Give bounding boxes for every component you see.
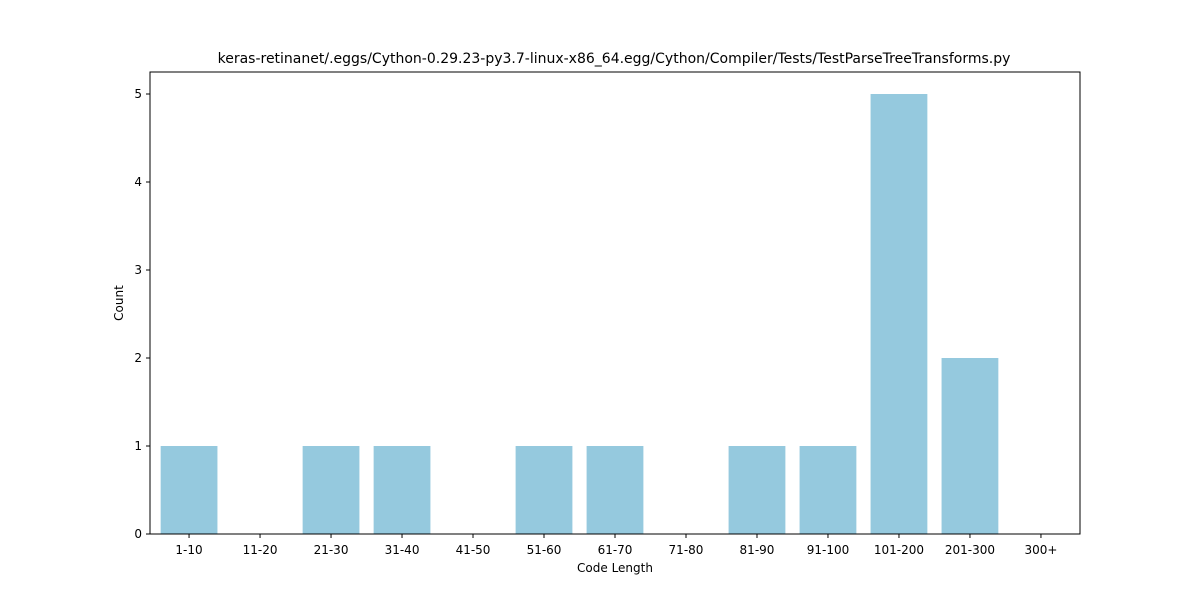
- y-tick-label: 4: [134, 175, 142, 189]
- x-tick-label: 300+: [1024, 543, 1057, 557]
- x-tick-label: 61-70: [598, 543, 633, 557]
- x-tick-label: 41-50: [456, 543, 491, 557]
- bar-21-30: [302, 446, 360, 534]
- y-tick-label: 0: [134, 527, 142, 541]
- bar-91-100: [799, 446, 857, 534]
- x-tick-label: 31-40: [385, 543, 420, 557]
- y-tick-label: 5: [134, 87, 142, 101]
- bar-51-60: [515, 446, 573, 534]
- x-tick-label: 21-30: [314, 543, 349, 557]
- y-tick-label: 1: [134, 439, 142, 453]
- bar-1-10: [160, 446, 218, 534]
- x-tick-label: 71-80: [669, 543, 704, 557]
- y-axis-label: Count: [112, 285, 126, 321]
- bar-31-40: [373, 446, 431, 534]
- x-axis-ticks: 1-10 11-20 21-30 31-40 41-50 51-60 61-70 71-80 8…: [175, 534, 1057, 557]
- y-tick-label: 3: [134, 263, 142, 277]
- x-axis-label: Code Length: [577, 561, 653, 575]
- x-tick-label: 51-60: [527, 543, 562, 557]
- x-tick-label: 1-10: [175, 543, 202, 557]
- y-axis-ticks: 0 1 2 3 4 5: [134, 87, 150, 541]
- bar-81-90: [728, 446, 786, 534]
- x-tick-label: 91-100: [807, 543, 850, 557]
- bar-201-300: [941, 358, 999, 534]
- chart-title: keras-retinanet/.eggs/Cython-0.29.23-py3…: [218, 51, 1011, 67]
- y-tick-label: 2: [134, 351, 142, 365]
- x-tick-label: 11-20: [243, 543, 278, 557]
- x-tick-label: 101-200: [874, 543, 924, 557]
- bar-61-70: [586, 446, 644, 534]
- bars-layer: [160, 94, 999, 534]
- x-tick-label: 81-90: [740, 543, 775, 557]
- bar-101-200: [870, 94, 928, 534]
- plot-frame: [149, 71, 1081, 535]
- x-tick-label: 201-300: [945, 543, 995, 557]
